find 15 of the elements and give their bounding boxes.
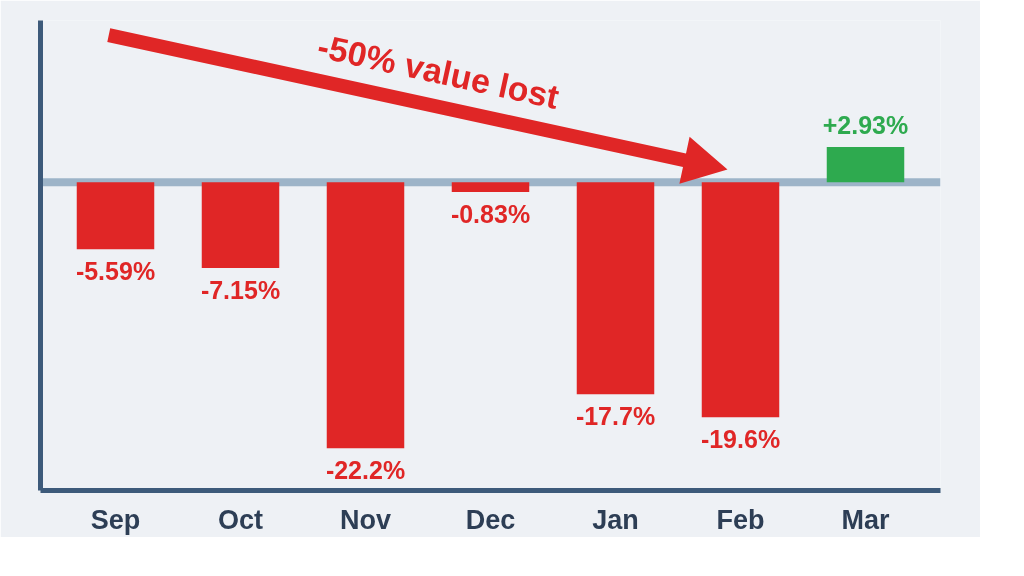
data-label: -19.6%: [700, 425, 781, 454]
data-label: -7.15%: [200, 275, 281, 304]
x-tick-label: Nov: [340, 504, 392, 535]
data-label: -22.2%: [325, 456, 406, 485]
x-tick-label: Feb: [716, 504, 765, 535]
x-tick-label: Jan: [592, 504, 639, 535]
x-tick-label: Dec: [465, 504, 516, 535]
data-label: -17.7%: [575, 402, 656, 431]
x-tick-label: Oct: [218, 504, 264, 535]
x-tick-label: Sep: [90, 504, 141, 535]
data-label: +2.93%: [822, 111, 909, 140]
x-tick-label: Mar: [841, 504, 890, 535]
data-label: -0.83%: [450, 200, 531, 229]
text: -50% value lost: [314, 26, 563, 116]
data-label: -5.59%: [75, 257, 156, 286]
